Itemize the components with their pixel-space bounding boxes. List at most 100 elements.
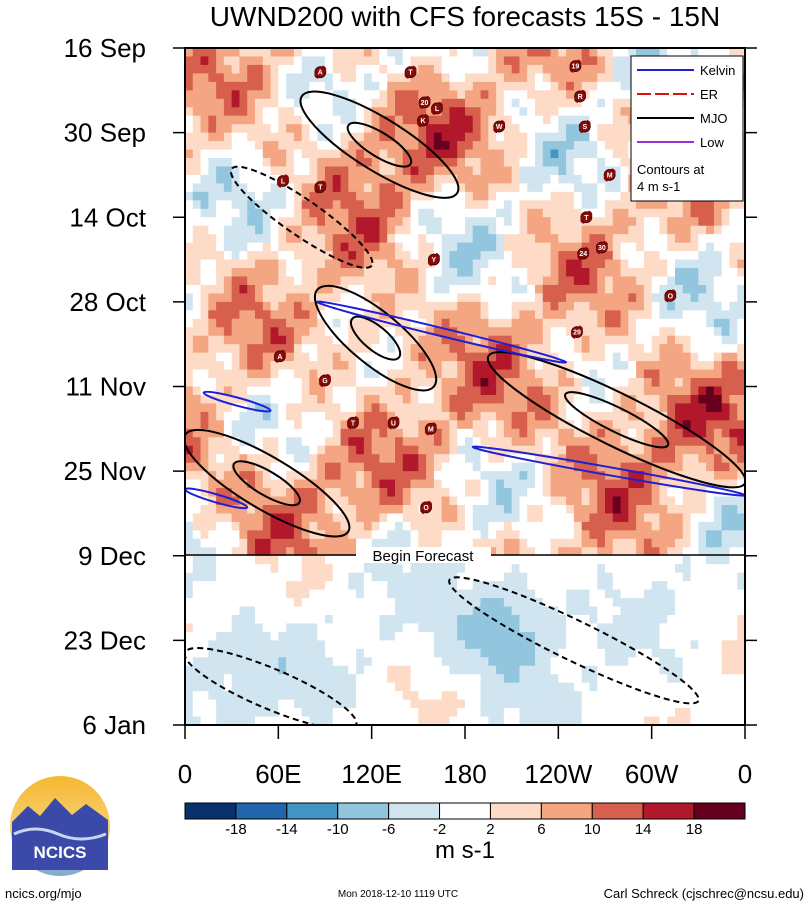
field-cell [542,301,552,311]
field-cell [348,73,357,83]
field-cell [503,352,513,362]
field-cell [713,208,723,218]
field-cell [402,335,412,345]
field-cell [363,149,373,159]
field-cell [542,538,552,548]
field-cell [605,208,614,218]
field-cell [216,572,225,582]
field-cell [325,598,334,608]
field-cell [737,496,745,506]
field-cell [566,166,575,176]
field-cell [192,479,202,489]
field-cell [433,124,443,134]
field-cell [309,158,318,168]
field-cell [527,344,536,354]
field-cell [216,437,225,447]
field-cell [706,521,715,531]
field-cell [247,310,256,320]
field-cell [340,369,349,379]
field-cell [441,394,451,405]
field-cell [706,259,715,269]
field-cell [737,589,745,599]
field-cell [410,149,419,159]
field-cell [426,141,435,151]
field-cell [371,462,381,472]
field-cell [410,301,419,311]
field-cell [301,191,311,201]
field-cell [216,471,225,481]
field-cell [309,530,318,540]
field-cell [185,217,194,227]
field-cell [597,107,606,117]
field-cell [192,132,202,142]
field-cell [371,488,381,498]
field-cell [231,547,241,557]
field-cell [371,284,381,295]
field-cell [488,462,497,472]
field-cell [278,462,287,472]
field-cell [441,242,451,252]
field-cell [441,251,451,261]
field-cell [675,344,684,354]
field-cell [433,217,443,227]
field-cell [643,547,653,557]
field-cell [395,530,404,540]
field-cell [239,217,248,227]
field-cell [379,158,388,168]
field-cell [488,284,497,295]
field-cell [480,437,489,447]
field-cell [597,48,606,58]
field-cell [698,454,707,464]
field-cell [690,538,699,548]
field-cell [449,251,458,261]
field-cell [309,284,318,295]
field-cell [713,572,723,582]
field-cell [597,191,606,201]
field-cell [200,606,209,616]
field-cell [643,48,653,58]
field-cell [721,564,731,574]
field-cell [566,555,575,565]
field-cell [402,107,412,117]
field-cell [433,242,443,252]
field-cell [247,352,256,362]
field-cell [651,251,661,261]
field-cell [262,623,272,633]
field-cell [706,344,715,354]
field-cell [208,149,217,159]
field-cell [682,394,692,405]
field-cell [301,107,311,117]
field-cell [348,310,357,320]
field-cell [340,555,349,565]
field-cell [317,344,326,354]
field-cell [496,293,505,303]
field-cell [503,454,513,464]
field-cell [387,166,396,176]
field-cell [667,259,676,269]
field-cell [325,614,334,625]
field-cell [488,606,497,616]
field-cell [550,386,559,396]
field-cell [605,598,614,608]
field-cell [558,48,567,58]
field-cell [332,403,342,413]
field-cell [527,623,536,633]
field-cell [231,564,241,574]
field-cell [542,530,552,540]
field-cell [519,225,528,235]
field-cell [519,141,528,151]
field-cell [566,124,575,134]
field-cell [659,48,668,58]
field-cell [426,149,435,159]
field-cell [216,64,225,74]
field-cell [465,115,474,125]
field-cell [185,547,194,557]
field-cell [223,488,233,498]
field-cell [371,242,381,252]
field-cell [402,115,412,125]
field-cell [426,200,435,210]
field-cell [247,259,256,269]
field-cell [721,344,731,354]
field-cell [558,124,567,134]
field-cell [581,462,591,472]
